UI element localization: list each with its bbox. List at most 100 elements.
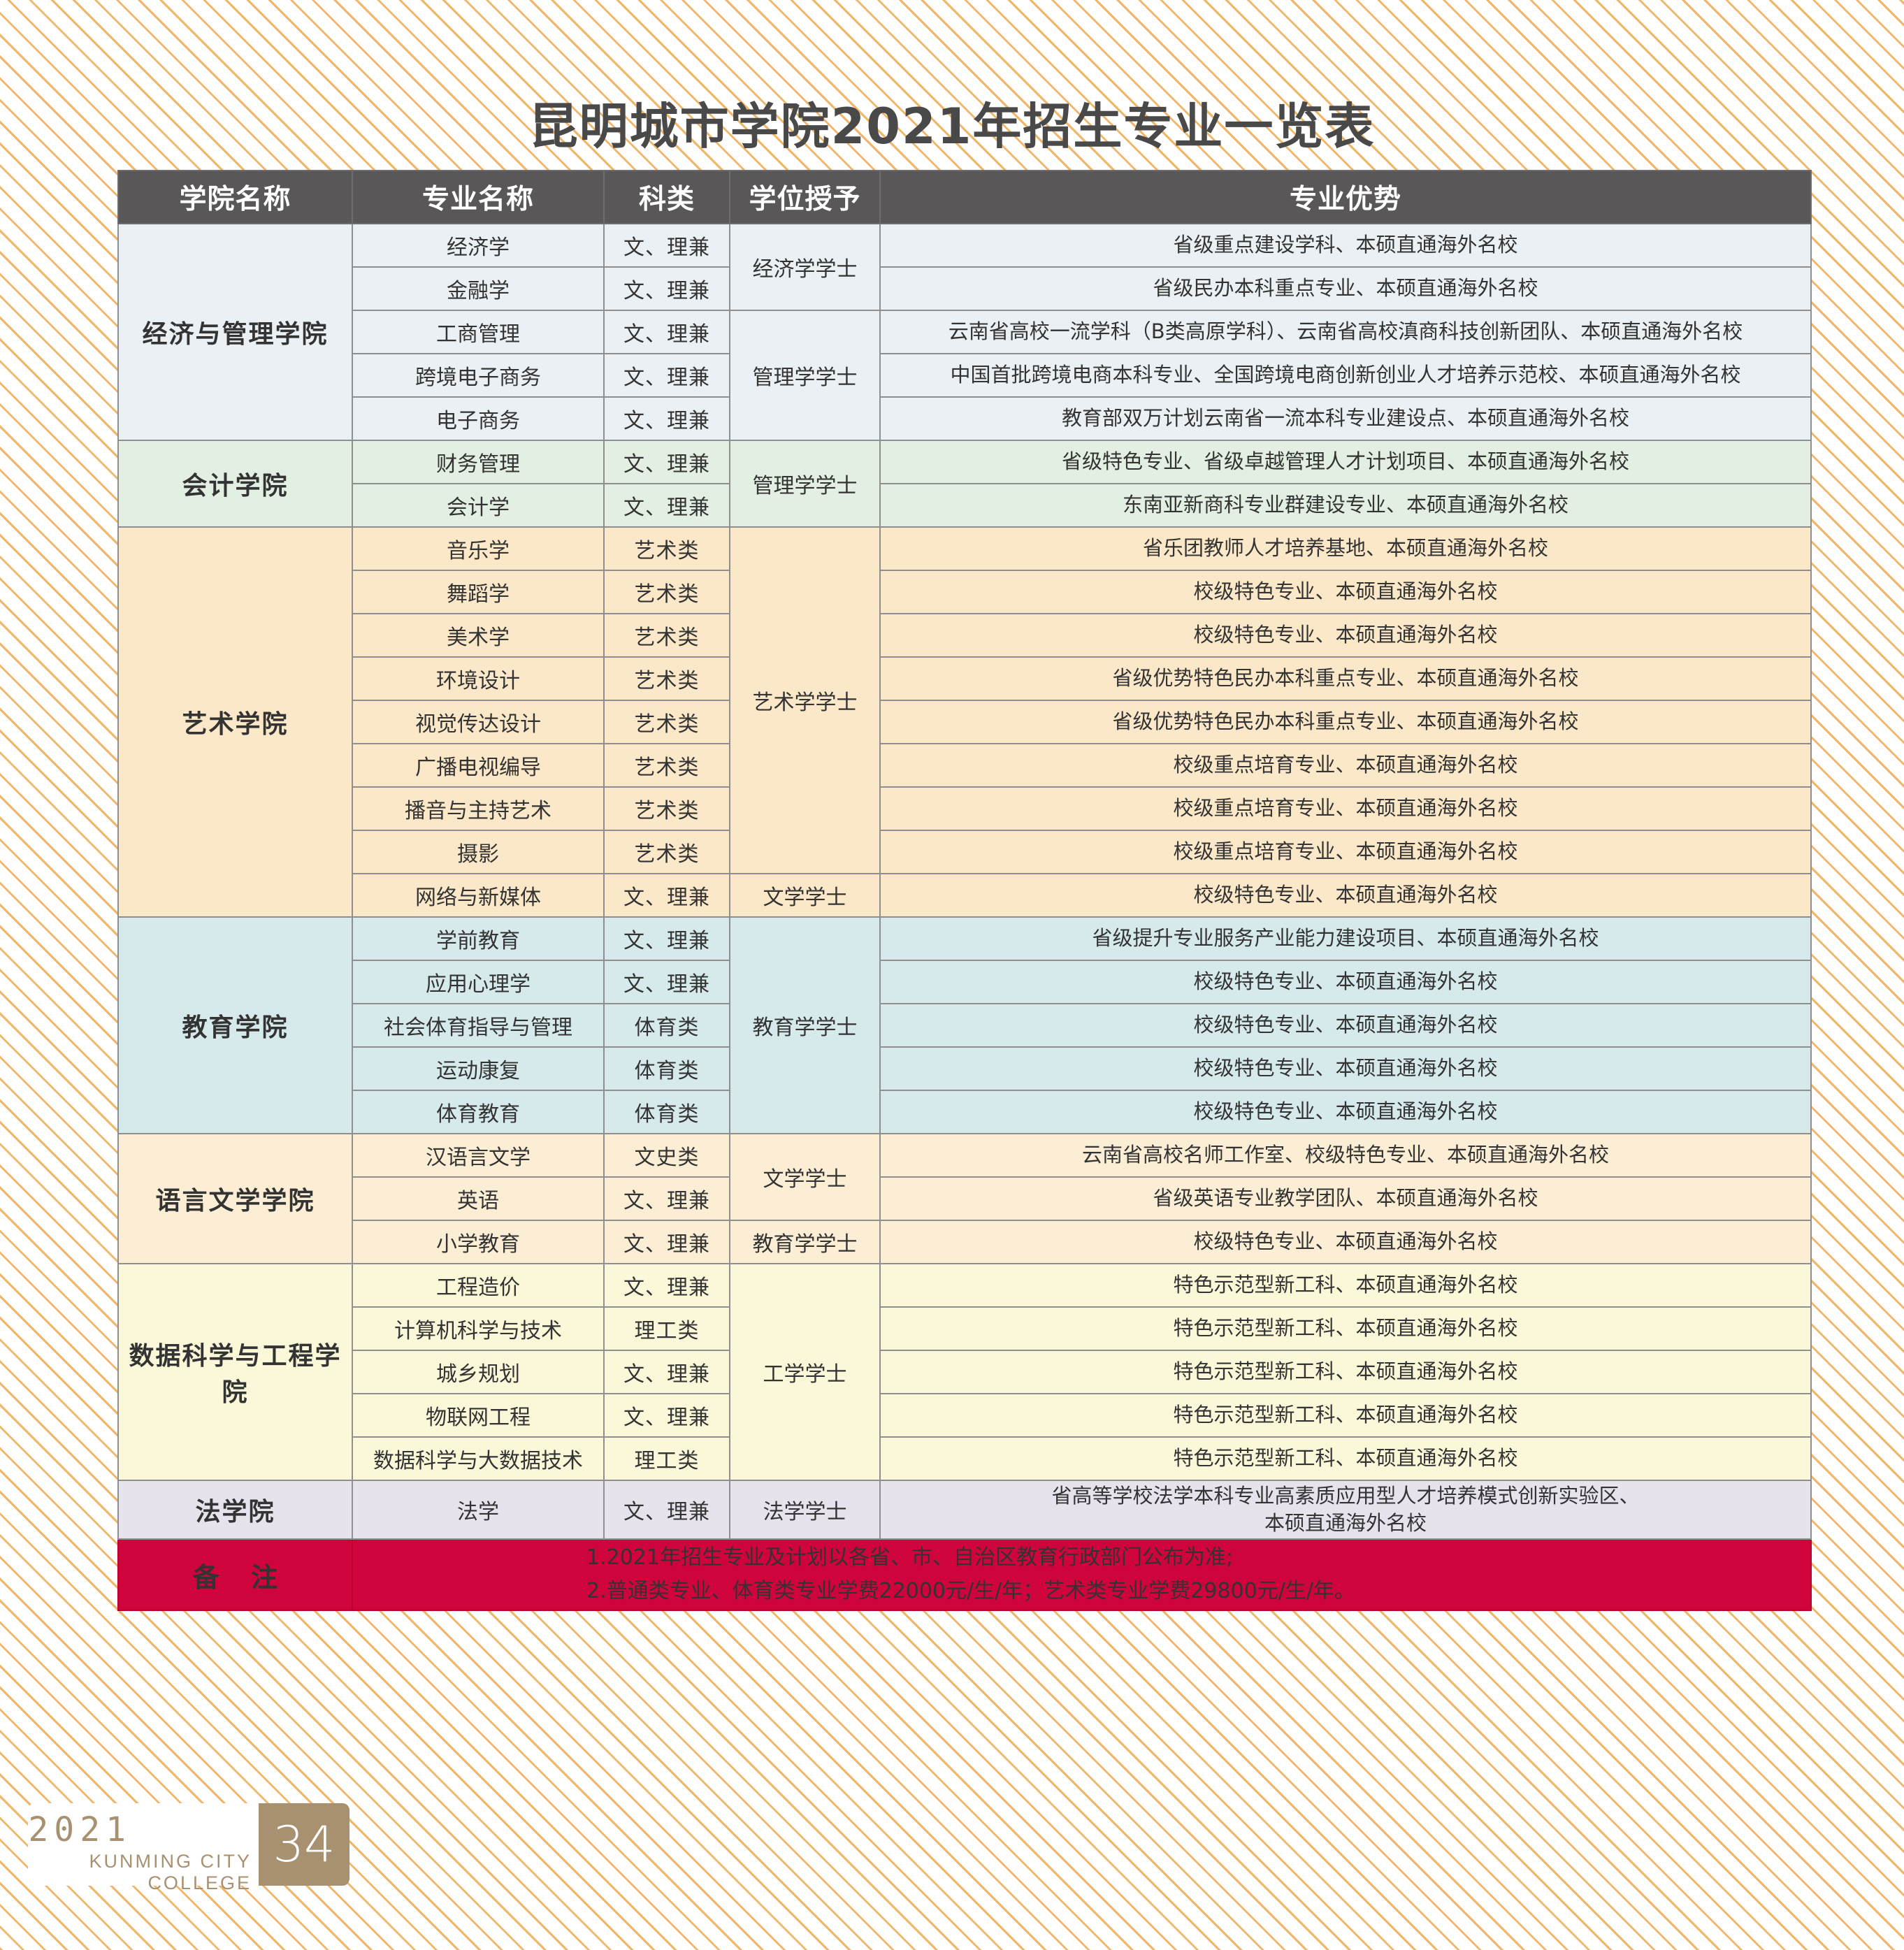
cell-subject-category: 文史类: [603, 1133, 730, 1178]
cell-subject-category: 文、理兼: [603, 1176, 730, 1221]
cell-major-advantage: 省级重点建设学科、本硕直通海外名校: [879, 223, 1812, 268]
cell-major-advantage: 校级特色专业、本硕直通海外名校: [879, 570, 1812, 614]
cell-major-name: 金融学: [352, 266, 605, 311]
table-row: 舞蹈学 艺术类 校级特色专业、本硕直通海外名校: [118, 570, 1812, 614]
cell-subject-category: 文、理兼: [603, 1479, 730, 1540]
cell-major-advantage: 云南省高校一流学科（B类高原学科）、云南省高校滇商科技创新团队、本硕直通海外名校: [879, 310, 1812, 354]
cell-subject-category: 文、理兼: [603, 396, 730, 441]
table-row: 计算机科学与技术 理工类 特色示范型新工科、本硕直通海外名校: [118, 1306, 1812, 1351]
footer-white-plate: [28, 1803, 259, 1886]
cell-subject-category: 艺术类: [603, 570, 730, 614]
cell-major-name: 社会体育指导与管理: [352, 1003, 605, 1048]
cell-subject-category: 文、理兼: [603, 483, 730, 528]
cell-major-advantage: 校级重点培育专业、本硕直通海外名校: [879, 743, 1812, 788]
cell-major-name: 视觉传达设计: [352, 700, 605, 744]
cell-subject-category: 文、理兼: [603, 1393, 730, 1438]
cell-subject-category: 文、理兼: [603, 1263, 730, 1308]
cell-major-name: 运动康复: [352, 1046, 605, 1091]
table-row: 金融学 文、理兼 省级民办本科重点专业、本硕直通海外名校: [118, 266, 1812, 311]
cell-subject-category: 体育类: [603, 1090, 730, 1134]
cell-major-name: 学前教育: [352, 916, 605, 961]
cell-major-advantage: 校级特色专业、本硕直通海外名校: [879, 1003, 1812, 1048]
cell-major-name: 环境设计: [352, 656, 605, 701]
table-row: 经济与管理学院 经济学 文、理兼 经济学学士 省级重点建设学科、本硕直通海外名校: [117, 223, 1812, 441]
cell-major-name: 广播电视编导: [352, 743, 605, 788]
table-row: 社会体育指导与管理 体育类 校级特色专业、本硕直通海外名校: [118, 1003, 1812, 1048]
table-body: 经济与管理学院 经济学 文、理兼 经济学学士 省级重点建设学科、本硕直通海外名校 金融学文…: [117, 223, 1812, 1612]
cell-college-name: 数据科学与工程学院: [117, 1263, 353, 1481]
cell-major-advantage: 教育部双万计划云南省一流本科专业建设点、本硕直通海外名校: [879, 396, 1812, 441]
cell-subject-category: 文、理兼: [603, 1350, 730, 1394]
col-header-college: 学院名称: [117, 170, 353, 224]
cell-major-advantage: 省乐团教师人才培养基地、本硕直通海外名校: [879, 526, 1812, 571]
cell-subject-category: 理工类: [603, 1436, 730, 1481]
cell-major-advantage: 校级特色专业、本硕直通海外名校: [879, 873, 1812, 918]
cell-subject-category: 文、理兼: [603, 960, 730, 1004]
cell-major-name: 汉语言文学: [352, 1133, 605, 1178]
cell-subject-category: 体育类: [603, 1003, 730, 1048]
cell-degree-awarded: 艺术学学士: [729, 526, 881, 874]
cell-major-advantage: 东南亚新商科专业群建设专业、本硕直通海外名校: [879, 483, 1812, 528]
cell-major-name: 英语: [352, 1176, 605, 1221]
table-row: 播音与主持艺术 艺术类 校级重点培育专业、本硕直通海外名校: [118, 786, 1812, 831]
table-row: 会计学院 财务管理 文、理兼 管理学学士 省级特色专业、省级卓越管理人才计划项目、本硕直…: [117, 440, 1812, 528]
table-row: 教育学院 学前教育 文、理兼 教育学学士 省级提升专业服务产业能力建设项目、本硕直通海外…: [117, 916, 1812, 1134]
table-row: 工商管理文、理兼 管理学学士 云南省高校一流学科（B类高原学科）、云南省高校滇商科技…: [118, 310, 1812, 441]
cell-subject-category: 艺术类: [603, 743, 730, 788]
cell-major-advantage: 校级特色专业、本硕直通海外名校: [879, 1090, 1812, 1134]
remarks-label: 备 注: [117, 1538, 353, 1612]
cell-degree-awarded: 文学学士: [729, 1133, 881, 1221]
cell-subject-category: 文、理兼: [603, 223, 730, 268]
cell-major-name: 财务管理: [352, 440, 605, 484]
majors-table-wrapper: 学院名称 专业名称 科类 学位授予 专业优势 经济与管理学院 经济学 文、理兼 经济学…: [117, 170, 1812, 1612]
cell-major-name: 舞蹈学: [352, 570, 605, 614]
cell-major-name: 跨境电子商务: [352, 353, 605, 398]
table-row: 应用心理学 文、理兼 校级特色专业、本硕直通海外名校: [118, 960, 1812, 1004]
cell-major-name: 会计学: [352, 483, 605, 528]
cell-major-advantage: 省级特色专业、省级卓越管理人才计划项目、本硕直通海外名校: [879, 440, 1812, 484]
cell-subject-category: 艺术类: [603, 613, 730, 658]
cell-major-advantage: 省高等学校法学本科专业高素质应用型人才培养模式创新实验区、 本硕直通海外名校: [879, 1479, 1812, 1540]
cell-major-advantage: 校级特色专业、本硕直通海外名校: [879, 1220, 1812, 1264]
footer-year: 2021: [28, 1810, 131, 1849]
cell-major-advantage: 特色示范型新工科、本硕直通海外名校: [879, 1393, 1812, 1438]
cell-major-name: 城乡规划: [352, 1350, 605, 1394]
cell-major-name: 电子商务: [352, 396, 605, 441]
cell-college-name: 语言文学学院: [117, 1133, 353, 1264]
page-number-badge: 34: [259, 1803, 349, 1886]
cell-subject-category: 文、理兼: [603, 873, 730, 918]
table-row: 网络与新媒体 文、理兼 文学学士 校级特色专业、本硕直通海外名校: [118, 873, 1812, 918]
cell-major-name: 应用心理学: [352, 960, 605, 1004]
cell-major-advantage: 省级英语专业教学团队、本硕直通海外名校: [879, 1176, 1812, 1221]
cell-subject-category: 艺术类: [603, 786, 730, 831]
cell-major-name: 工商管理: [352, 310, 605, 354]
remarks-line: 2.普通类专业、体育类专业学费22000元/生/年；艺术类专业学费29800元/…: [586, 1579, 1355, 1604]
majors-table: 学院名称 专业名称 科类 学位授予 专业优势 经济与管理学院 经济学 文、理兼 经济学…: [117, 170, 1812, 1612]
cell-major-advantage: 校级特色专业、本硕直通海外名校: [879, 613, 1812, 658]
table-row: 数据科学与大数据技术 理工类 特色示范型新工科、本硕直通海外名校: [118, 1436, 1812, 1481]
table-head: 学院名称 专业名称 科类 学位授予 专业优势: [117, 170, 1812, 224]
col-header-advantage: 专业优势: [879, 170, 1812, 224]
col-header-category: 科类: [603, 170, 730, 224]
cell-major-name: 计算机科学与技术: [352, 1306, 605, 1351]
table-row: 广播电视编导 艺术类 校级重点培育专业、本硕直通海外名校: [118, 743, 1812, 788]
cell-major-name: 经济学: [352, 223, 605, 268]
cell-major-advantage: 省级优势特色民办本科重点专业、本硕直通海外名校: [879, 700, 1812, 744]
cell-major-advantage: 省级优势特色民办本科重点专业、本硕直通海外名校: [879, 656, 1812, 701]
cell-college-name: 艺术学院: [117, 526, 353, 918]
cell-major-name: 小学教育: [352, 1220, 605, 1264]
table-row: 视觉传达设计 艺术类 省级优势特色民办本科重点专业、本硕直通海外名校: [118, 700, 1812, 744]
cell-subject-category: 文、理兼: [603, 266, 730, 311]
cell-major-advantage: 特色示范型新工科、本硕直通海外名校: [879, 1263, 1812, 1308]
cell-major-name: 美术学: [352, 613, 605, 658]
cell-degree-awarded: 教育学学士: [729, 1220, 881, 1264]
cell-major-advantage: 省级提升专业服务产业能力建设项目、本硕直通海外名校: [879, 916, 1812, 961]
cell-degree-awarded: 管理学学士: [729, 310, 881, 441]
cell-major-name: 摄影: [352, 830, 605, 874]
table-header-row: 学院名称 专业名称 科类 学位授予 专业优势: [117, 170, 1812, 224]
cell-major-name: 体育教育: [352, 1090, 605, 1134]
cell-degree-awarded: 经济学学士: [729, 223, 881, 311]
table-row: 跨境电子商务 文、理兼 中国首批跨境电商本科专业、全国跨境电商创新创业人才培养示范校…: [118, 353, 1812, 398]
table-row: 环境设计 艺术类 省级优势特色民办本科重点专业、本硕直通海外名校: [118, 656, 1812, 701]
